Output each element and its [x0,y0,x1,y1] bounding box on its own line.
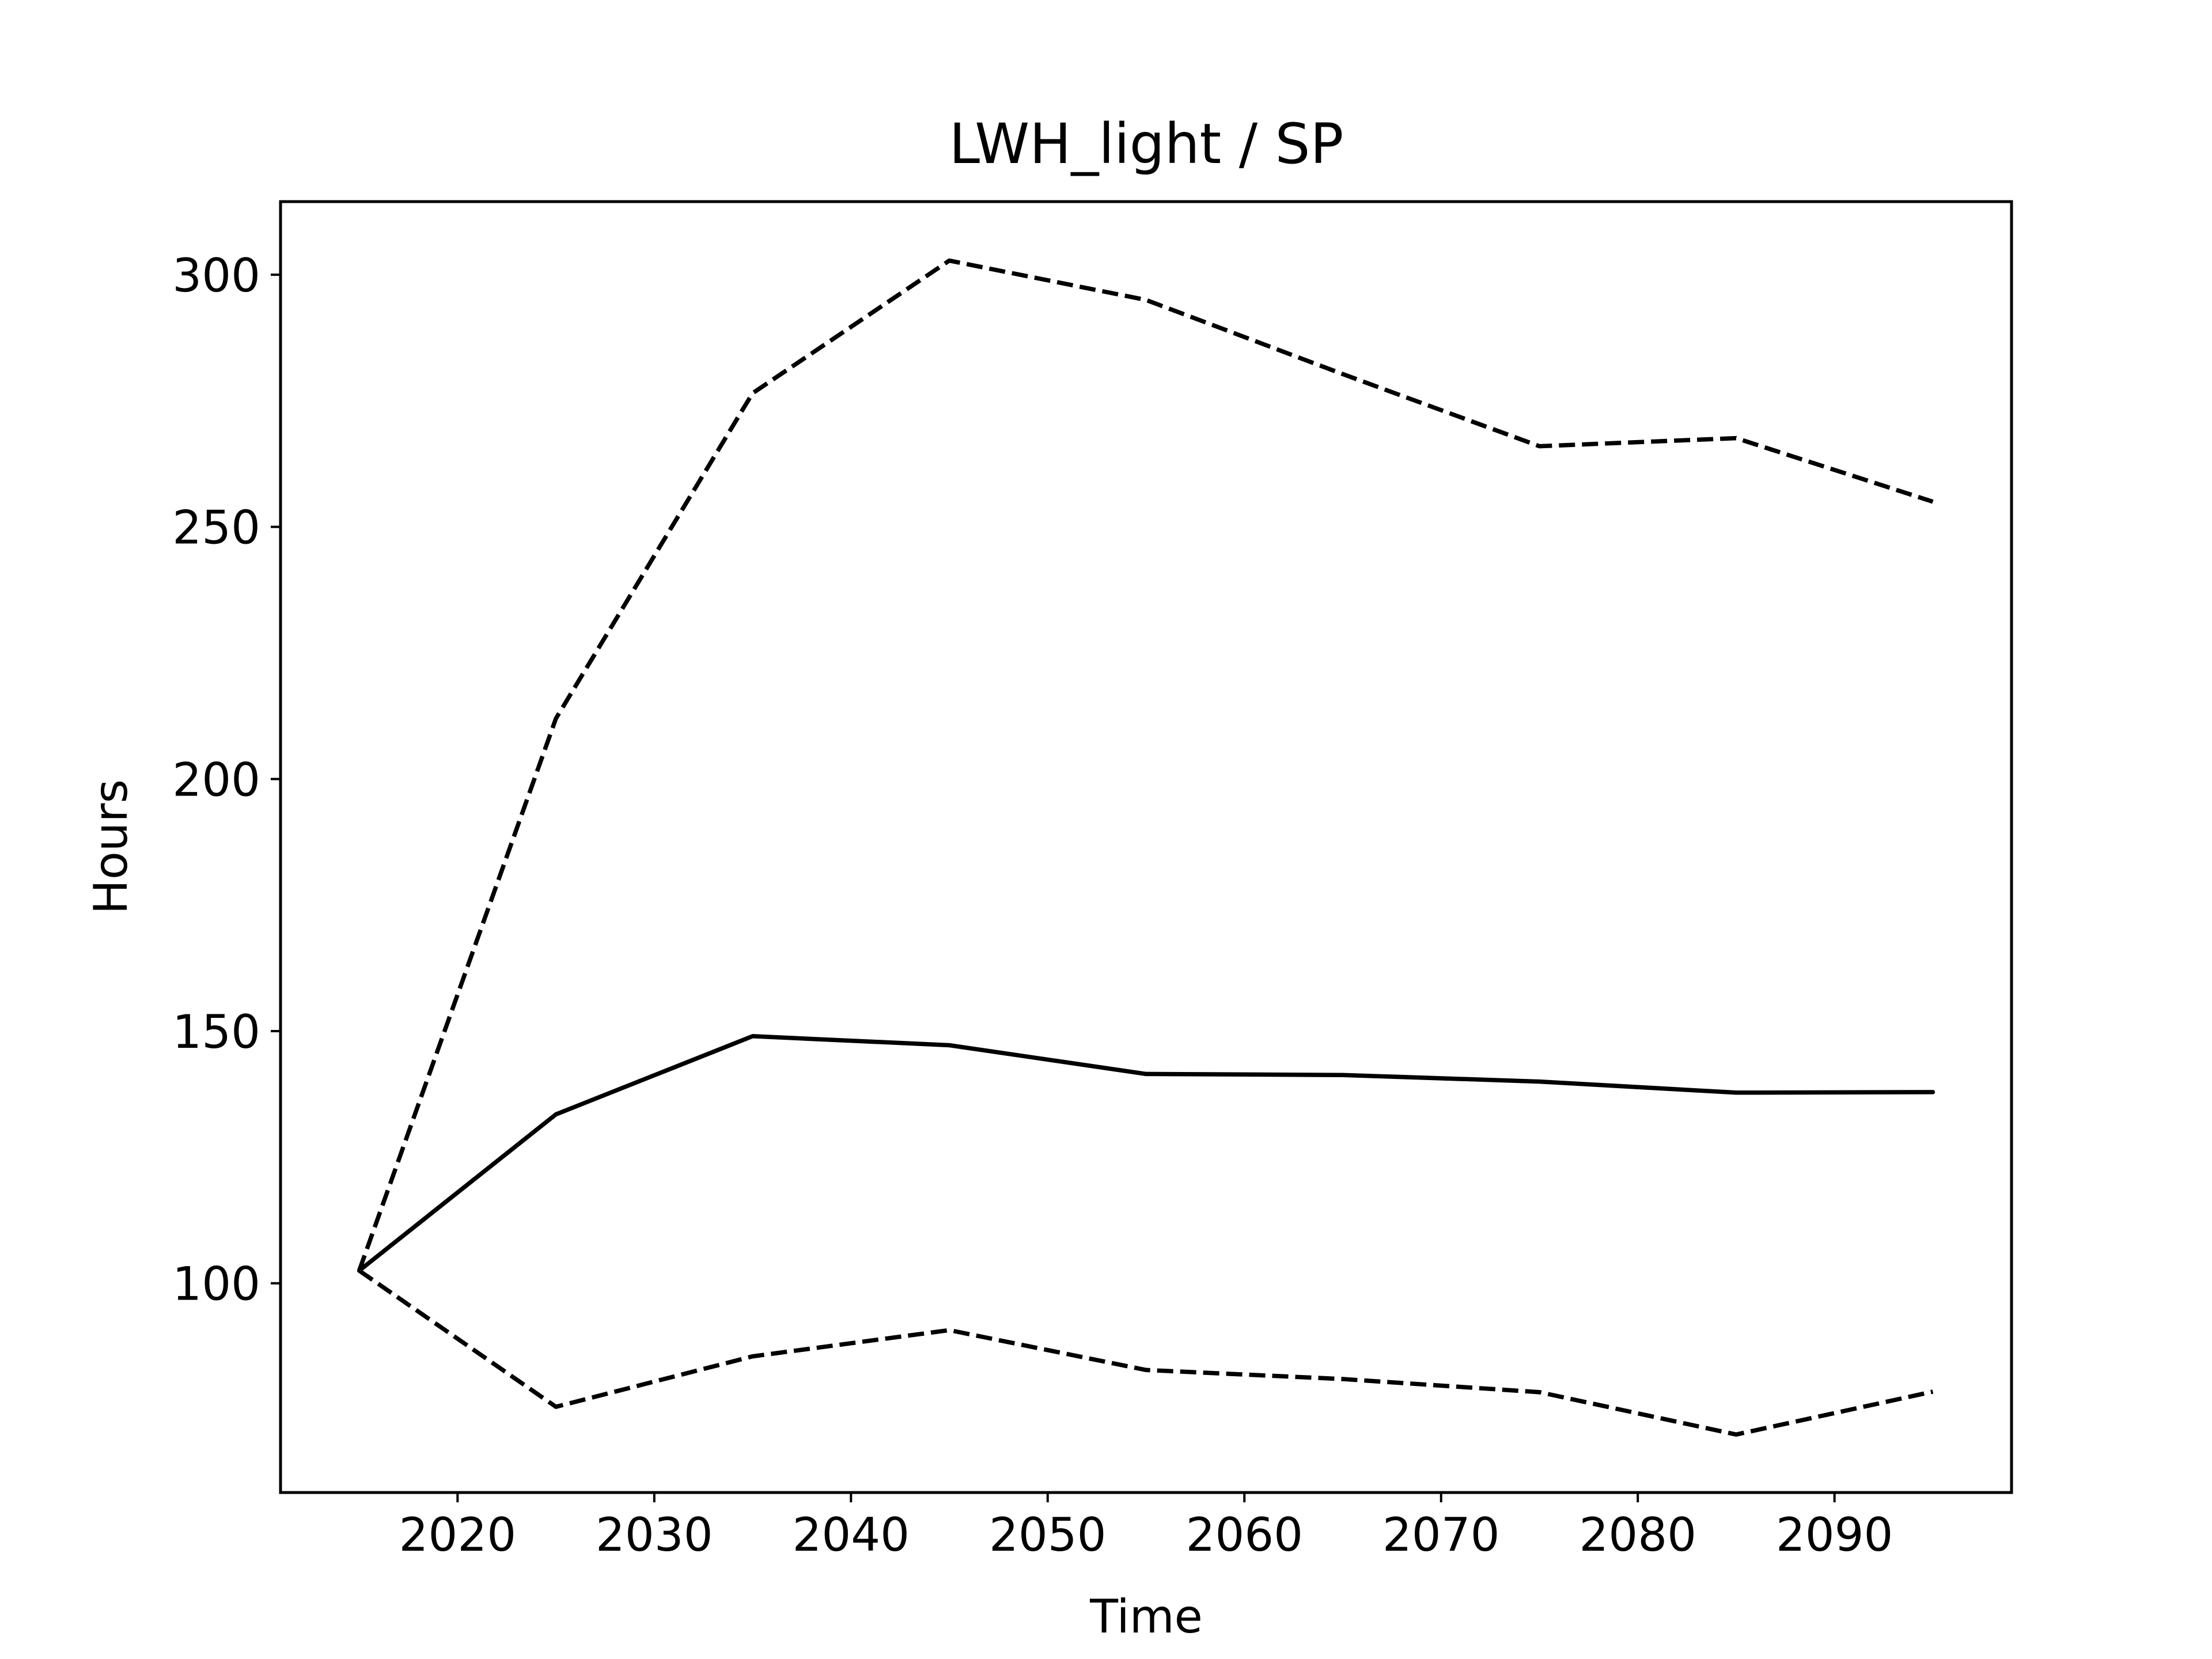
x-tick-label: 2080 [1579,1508,1696,1562]
x-tick-label: 2030 [596,1508,713,1562]
chart-title: LWH_light / SP [949,112,1344,176]
x-tick-label: 2040 [792,1508,910,1562]
y-tick-label: 100 [172,1257,260,1311]
x-tick-label: 2060 [1185,1508,1303,1562]
series-line-3 [358,1268,1934,1437]
y-tick-label: 150 [172,1005,260,1059]
y-tick-label: 200 [172,753,260,806]
x-tick-label: 2050 [989,1508,1107,1562]
x-axis: 2020 2030 2040 2050 2060 2070 2080 2090 [399,1493,1893,1562]
plot-area [357,258,1936,1437]
y-axis-label: Hours [84,779,138,914]
y-axis: 100 150 200 250 300 [172,249,281,1311]
x-tick-label: 2070 [1382,1508,1500,1562]
x-axis-label: Time [1089,1590,1203,1643]
x-tick-label: 2090 [1776,1508,1893,1562]
y-tick-label: 300 [172,249,260,302]
series-line-1 [357,1034,1936,1273]
x-tick-label: 2020 [399,1508,517,1562]
plot-frame [279,200,2013,1494]
y-tick-label: 250 [172,501,260,555]
